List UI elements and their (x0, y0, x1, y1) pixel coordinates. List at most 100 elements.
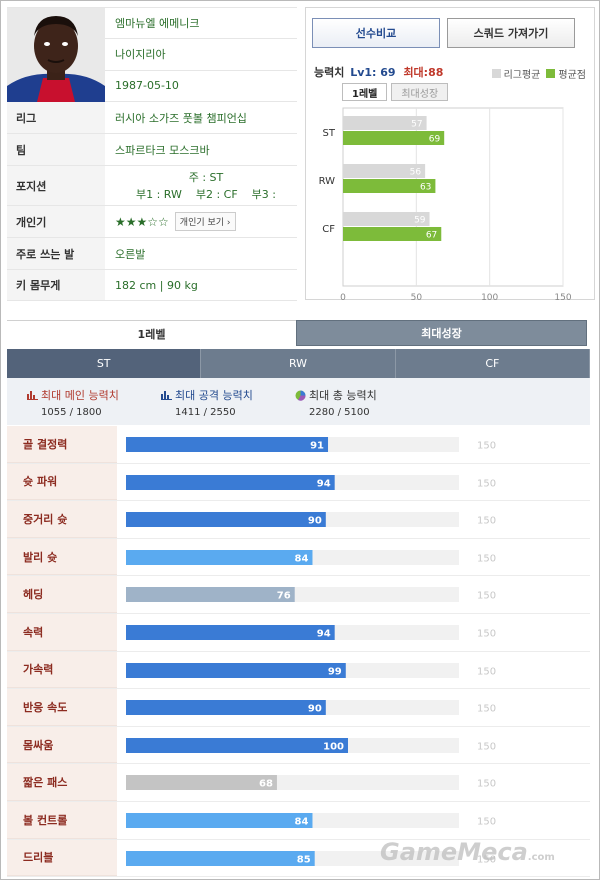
stat-row: 몸싸움 100 150 (7, 726, 590, 765)
foot-value: 오른발 (115, 247, 146, 261)
stat-bar-value: 91 (310, 441, 324, 452)
legend-swatch-league (491, 69, 501, 78)
stat-bar-max: 150 (477, 516, 496, 527)
stat-bar-value: 100 (323, 741, 344, 752)
chart-bar (343, 131, 445, 145)
stat-bar-max: 150 (477, 816, 496, 827)
position-label: 포지션 (7, 166, 105, 205)
stat-row: 슛 파워 94 150 (7, 463, 590, 502)
stat-bar-svg: 90 150 (126, 512, 496, 528)
summary-attack-value: 1411 / 2550 (175, 407, 236, 418)
position-tab-rw[interactable]: RW (201, 349, 396, 378)
position-tab-st[interactable]: ST (7, 349, 202, 378)
stat-list: 골 결정력 91 150 슛 파워 94 150 중거리 슛 90 150 발리 슛 84 150 헤딩… (7, 426, 590, 878)
stat-bar-max: 150 (477, 704, 496, 715)
foot-label: 주로 쓰는 발 (7, 238, 105, 269)
chart-bar-label: 57 (411, 120, 422, 130)
stat-label: 반응 속도 (7, 689, 117, 726)
summary-main-value: 1055 / 1800 (41, 407, 102, 418)
stat-bar-value: 99 (328, 666, 342, 677)
stat-label: 속력 (7, 613, 117, 651)
player-birth: 1987-05-10 (115, 79, 179, 93)
stat-track: 84 150 (117, 802, 590, 839)
summary-attack-label: 최대 공격 능력치 (175, 389, 253, 402)
stat-bar (126, 587, 295, 603)
stat-label: 짧은 패스 (7, 764, 117, 801)
stat-bar-max: 150 (477, 628, 496, 639)
chart-tab-lv1[interactable]: 1레벨 (342, 83, 388, 101)
popularity-stars: ★★★☆☆ (115, 214, 169, 229)
watermark-logo: GameMeca.com (380, 838, 555, 866)
summary-main-label: 최대 메인 능력치 (41, 389, 119, 402)
stat-row: 짧은 패스 68 150 (7, 764, 590, 802)
stat-bar-value: 90 (308, 704, 322, 715)
stat-label: 발리 슛 (7, 538, 117, 576)
squad-button[interactable]: 스쿼드 가져가기 (447, 18, 575, 48)
stat-label: 몸싸움 (7, 726, 117, 764)
stat-track: 99 150 (117, 652, 590, 689)
stat-bar (126, 737, 348, 753)
stat-bar-svg: 85 150 (126, 850, 496, 866)
stat-row: 발리 슛 84 150 (7, 538, 590, 577)
level-tab-lv1[interactable]: 1레벨 (7, 320, 296, 346)
chart-bar-label: 59 (414, 216, 426, 226)
stat-bar-max: 150 (477, 741, 496, 752)
stat-label: 골 결정력 (7, 426, 117, 463)
popularity-label: 개인기 (7, 206, 105, 237)
stat-bar-svg: 94 150 (126, 474, 496, 490)
stat-bar-svg: 94 150 (126, 624, 496, 640)
stat-bar-max: 150 (477, 854, 496, 865)
position-main: 주 : ST (188, 170, 224, 184)
legend-league: 리그평균 (503, 70, 541, 81)
stat-bar (126, 624, 335, 640)
team-label: 팀 (7, 134, 105, 165)
stat-bar-value: 94 (317, 478, 331, 489)
league-label: 리그 (7, 102, 105, 133)
chart-bar (343, 116, 427, 130)
player-info-table: 엠마뉴엘 에메니크 나이지리아 1987-05-10 리그 러시아 소가즈 풋볼… (7, 7, 297, 301)
summary-total: 최대 총 능력치 2280 / 5100 (287, 378, 427, 425)
stat-bar (126, 775, 277, 791)
chart-bar (343, 212, 430, 226)
stat-bar-value: 85 (297, 854, 311, 865)
stat-bar-max: 150 (477, 666, 496, 677)
summary-main: 최대 메인 능력치 1055 / 1800 (7, 378, 147, 425)
level-tabs: 1레벨 최대성장 (7, 320, 587, 346)
league-value: 러시아 소가즈 풋볼 챔피언십 (115, 111, 247, 125)
stat-track: 91 150 (117, 426, 590, 463)
ability-max: 최대:88 (403, 66, 444, 79)
stat-label: 중거리 슛 (7, 501, 117, 538)
ability-title: 능력치 Lv1: 69 최대:88 (314, 64, 443, 80)
stat-bar (126, 512, 326, 528)
summary-total-value: 2280 / 5100 (309, 407, 370, 418)
position-tab-cf[interactable]: CF (395, 349, 590, 378)
watermark-suffix: .com (527, 852, 555, 863)
stat-bar (126, 437, 329, 452)
stat-label: 가속력 (7, 651, 117, 689)
chart-bar-label: 69 (429, 135, 441, 145)
stat-track: 84 150 (117, 539, 590, 576)
stat-bar (126, 700, 326, 716)
stat-bar-svg: 84 150 (126, 812, 496, 828)
stat-bar-max: 150 (477, 478, 496, 489)
stat-bar-value: 68 (259, 779, 273, 790)
chart-tick-label: 150 (554, 293, 571, 301)
stat-track: 76 150 (117, 576, 590, 613)
stat-bar-value: 90 (308, 516, 322, 527)
compare-button[interactable]: 선수비교 (312, 18, 440, 48)
stat-track: 94 150 (117, 464, 590, 501)
chart-tab-max[interactable]: 최대성장 (391, 83, 449, 101)
summary-total-label: 최대 총 능력치 (309, 389, 377, 402)
summary-attack: 최대 공격 능력치 1411 / 2550 (147, 378, 287, 425)
level-tab-max[interactable]: 최대성장 (296, 320, 587, 346)
chart-tick-label: 100 (481, 293, 498, 301)
stat-bar-value: 84 (295, 553, 309, 564)
stat-bar (126, 850, 315, 866)
stat-row: 골 결정력 91 150 (7, 426, 590, 464)
chart-tick-label: 50 (411, 293, 423, 301)
stat-bar-svg: 90 150 (126, 700, 496, 716)
popularity-view-button[interactable]: 개인기 보기 › (174, 212, 236, 231)
position-sub: 부1 : RW 부2 : CF 부3 : (135, 187, 276, 201)
stat-row: 볼 컨트롤 84 150 (7, 801, 590, 840)
